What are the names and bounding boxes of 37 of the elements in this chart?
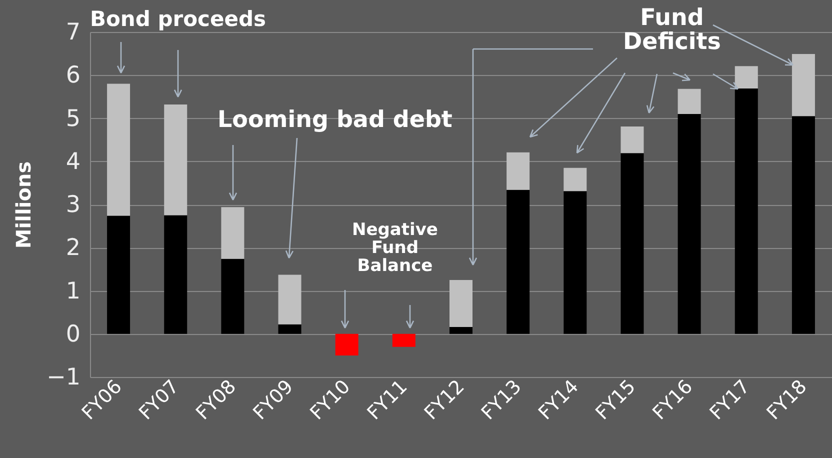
bar bbox=[164, 215, 188, 334]
bar bbox=[506, 190, 530, 334]
bar bbox=[278, 274, 302, 324]
bar bbox=[620, 153, 644, 334]
bar bbox=[506, 152, 530, 190]
bar bbox=[792, 54, 815, 116]
bar bbox=[392, 334, 416, 347]
bar bbox=[164, 104, 188, 216]
y-tick-label: −1 bbox=[46, 364, 80, 390]
annotation: Fund Deficits bbox=[623, 5, 721, 56]
bar bbox=[221, 258, 244, 334]
bar bbox=[335, 334, 358, 356]
bar bbox=[278, 324, 302, 334]
text: Bond proceeds bbox=[90, 7, 266, 31]
bar bbox=[620, 126, 644, 154]
annotation: Looming bad debt bbox=[218, 107, 452, 133]
y-tick-label: 3 bbox=[66, 192, 80, 218]
y-tick-label: 5 bbox=[66, 106, 80, 132]
bar bbox=[221, 207, 244, 259]
y-tick-label: 2 bbox=[66, 235, 80, 262]
bar bbox=[450, 280, 472, 327]
bar bbox=[792, 116, 815, 334]
bar bbox=[678, 88, 701, 114]
y-tick-label: 1 bbox=[66, 278, 80, 304]
bar bbox=[564, 168, 587, 192]
y-axis-title: Millions bbox=[12, 161, 36, 249]
bar bbox=[564, 191, 587, 334]
bar bbox=[678, 114, 701, 334]
bar bbox=[450, 326, 472, 334]
y-tick-label: 7 bbox=[66, 20, 80, 46]
bar bbox=[734, 88, 758, 334]
y-tick-label: 4 bbox=[66, 148, 80, 175]
y-tick-label: 6 bbox=[66, 62, 80, 89]
bar bbox=[107, 84, 130, 216]
bar bbox=[107, 216, 130, 334]
annotation: Negative Fund Balance bbox=[352, 220, 438, 276]
y-tick-label: 0 bbox=[66, 321, 80, 348]
